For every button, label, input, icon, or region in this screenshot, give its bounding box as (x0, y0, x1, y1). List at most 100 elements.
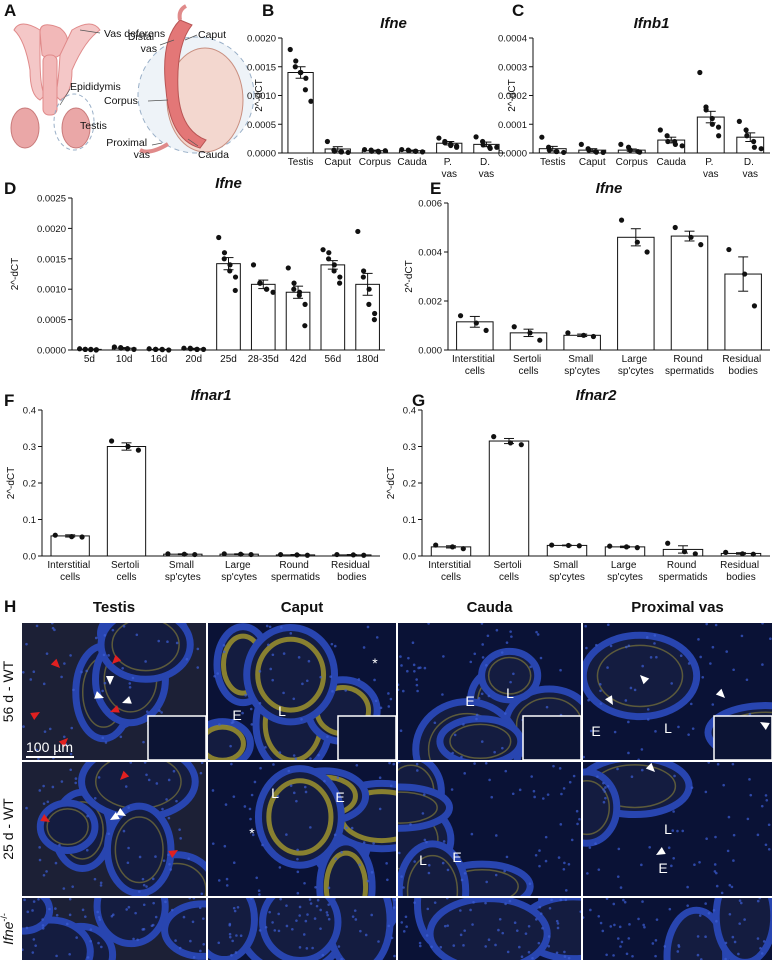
data-point (457, 313, 464, 319)
nucleus (732, 668, 735, 672)
tubule-lumen (208, 724, 246, 760)
nucleus (302, 933, 306, 936)
nucleus (235, 934, 238, 937)
column-header: Caput (281, 599, 324, 616)
nucleus (303, 785, 307, 789)
nucleus (732, 859, 735, 862)
nucleus (233, 909, 237, 913)
nucleus (51, 626, 55, 630)
nucleus (671, 829, 675, 832)
nucleus (536, 633, 540, 636)
nucleus (31, 909, 34, 912)
x-tick-label: Interstitial cells (47, 560, 93, 583)
nucleus (616, 767, 619, 771)
nucleus (319, 927, 322, 930)
nucleus (500, 651, 504, 654)
nucleus (406, 669, 409, 673)
nucleus (670, 682, 673, 685)
nucleus (80, 670, 83, 674)
x-tick-label: 56d (324, 354, 341, 365)
chart-title: Ifne (596, 180, 623, 197)
data-point (361, 146, 368, 153)
tubule (97, 623, 194, 683)
nucleus (471, 923, 474, 926)
diagram-label: Cauda (198, 149, 229, 161)
nucleus (619, 945, 622, 948)
nucleus (309, 826, 312, 829)
nucleus (291, 927, 294, 931)
nucleus (559, 823, 563, 826)
micrograph-content (208, 623, 396, 760)
nucleus (667, 846, 671, 850)
nucleus (378, 807, 382, 811)
nucleus (71, 885, 74, 888)
y-axis-label: 2^-dCT (254, 79, 265, 111)
nucleus (271, 921, 274, 924)
y-tick-label: 0.0000 (498, 149, 527, 160)
nucleus (761, 663, 764, 666)
data-point (507, 440, 514, 446)
nucleus (681, 829, 685, 833)
nucleus (617, 847, 621, 851)
nucleus (213, 674, 216, 678)
y-tick-label: 0.0025 (37, 194, 66, 205)
inset (522, 715, 581, 760)
nucleus (250, 828, 253, 832)
nucleus (629, 686, 633, 690)
nucleus (393, 954, 396, 958)
nucleus (248, 807, 252, 811)
nucleus (200, 892, 204, 896)
nucleus (169, 868, 173, 871)
image-annotation: E (465, 693, 474, 709)
nucleus (294, 757, 298, 760)
nucleus (538, 864, 541, 868)
nucleus (484, 762, 488, 765)
nucleus (249, 707, 253, 711)
nucleus (399, 655, 402, 658)
y-tick-label: 0.0010 (37, 285, 66, 296)
data-point (331, 268, 337, 274)
x-tick-label: D. vas (742, 157, 758, 180)
data-point (360, 274, 366, 280)
nucleus (445, 898, 449, 900)
nucleus (623, 900, 627, 904)
nucleus (567, 956, 571, 960)
nucleus (387, 924, 391, 928)
arrowhead (605, 695, 613, 705)
nucleus (441, 861, 445, 865)
nucleus (764, 843, 768, 847)
nucleus (170, 908, 174, 912)
data-point (593, 149, 599, 155)
nucleus (158, 709, 161, 713)
nucleus (648, 846, 651, 849)
pointer (147, 99, 169, 102)
arrowhead (30, 712, 40, 720)
image-annotation: L (664, 821, 672, 837)
x-tick-label: 180d (356, 354, 378, 365)
nucleus (137, 890, 141, 893)
nucleus (37, 757, 40, 760)
nucleus (141, 877, 145, 881)
nucleus (749, 793, 753, 797)
y-tick-label: 0.0015 (37, 254, 66, 265)
nucleus (128, 682, 132, 685)
nucleus (387, 705, 391, 708)
nucleus (446, 868, 450, 872)
nucleus (258, 893, 261, 896)
nucleus (693, 863, 696, 867)
micrograph (398, 623, 581, 760)
nucleus (196, 647, 200, 651)
nucleus (760, 952, 764, 955)
nucleus (249, 817, 252, 821)
nucleus (271, 678, 275, 682)
nucleus (463, 871, 467, 875)
nucleus (609, 644, 613, 648)
nucleus (475, 717, 478, 721)
chart-title: Ifnb1 (634, 15, 670, 32)
data-point (118, 345, 124, 351)
nucleus (362, 841, 366, 844)
nucleus (460, 878, 464, 882)
x-tick-label: 10d (116, 354, 133, 365)
micrograph-content (22, 623, 206, 760)
nucleus (147, 778, 151, 782)
